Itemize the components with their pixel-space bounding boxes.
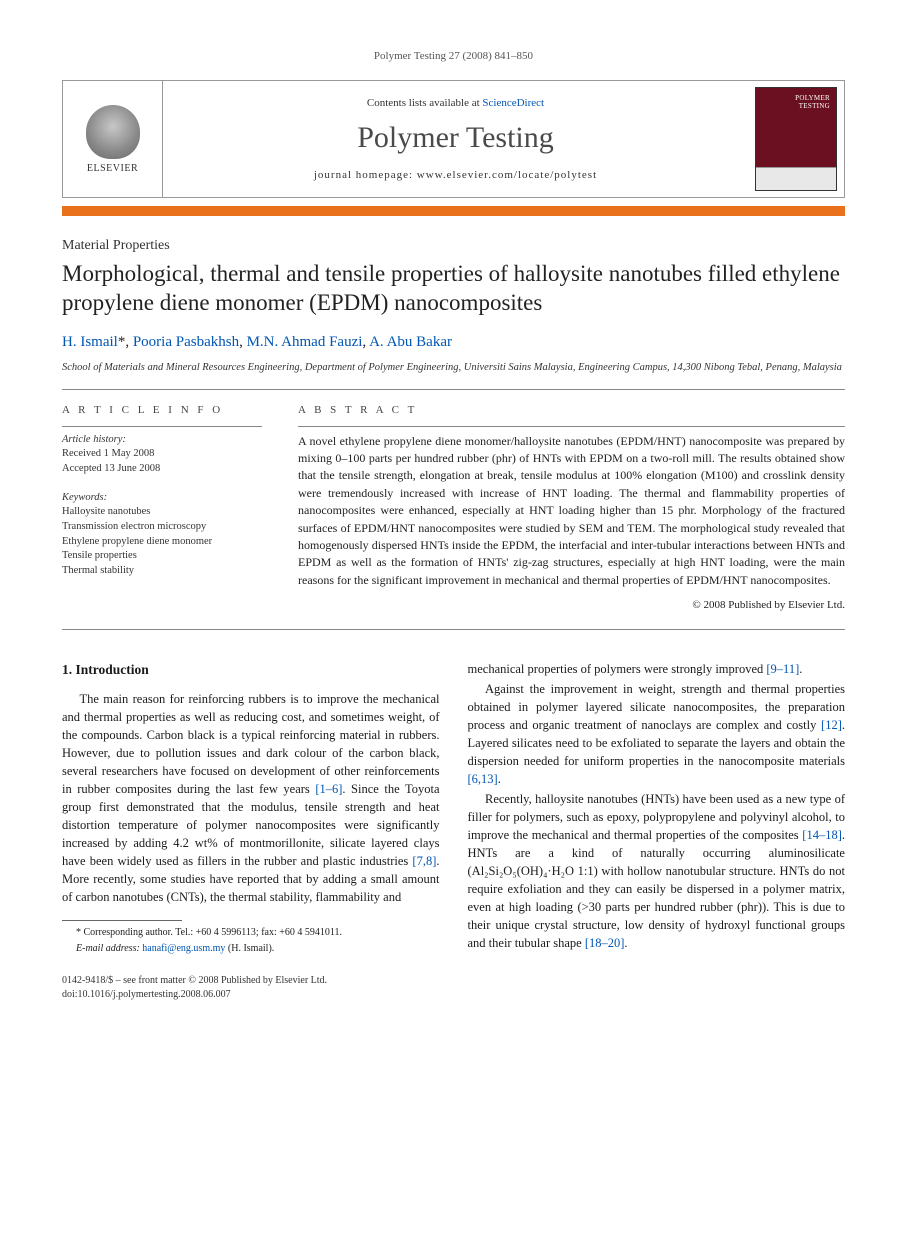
section-heading-intro: 1. Introduction (62, 660, 440, 679)
article-info-head: A R T I C L E I N F O (62, 404, 262, 416)
journal-name: Polymer Testing (357, 121, 554, 155)
keyword: Thermal stability (62, 564, 262, 579)
keywords-block: Keywords: Halloysite nanotubes Transmiss… (62, 491, 262, 579)
header-center: Contents lists available at ScienceDirec… (163, 81, 748, 197)
footnote-rule (62, 920, 182, 921)
journal-cover-thumb: POLYMERTESTING (755, 87, 837, 191)
keyword: Transmission electron microscopy (62, 520, 262, 535)
citation-link[interactable]: [6,13] (468, 772, 498, 786)
orange-divider-bar (62, 206, 845, 216)
body-paragraph: mechanical properties of polymers were s… (468, 660, 846, 678)
corr-footnote: * Corresponding author. Tel.: +60 4 5996… (62, 926, 440, 940)
divider (62, 629, 845, 630)
contents-prefix: Contents lists available at (367, 97, 482, 109)
citation-link[interactable]: [14–18] (802, 828, 842, 842)
body-paragraph: The main reason for reinforcing rubbers … (62, 690, 440, 906)
history-label: Article history: (62, 433, 262, 448)
abstract-text: A novel ethylene propylene diene monomer… (298, 427, 845, 590)
accepted-date: Accepted 13 June 2008 (62, 462, 262, 477)
body-paragraph: Recently, halloysite nanotubes (HNTs) ha… (468, 790, 846, 952)
page: Polymer Testing 27 (2008) 841–850 ELSEVI… (0, 0, 907, 1042)
keywords-label: Keywords: (62, 491, 262, 506)
article-history: Article history: Received 1 May 2008 Acc… (62, 427, 262, 477)
email-link[interactable]: hanafi@eng.usm.my (142, 943, 225, 954)
citation-link[interactable]: [7,8] (412, 854, 436, 868)
received-date: Received 1 May 2008 (62, 447, 262, 462)
citation-link[interactable]: [1–6] (315, 782, 342, 796)
article-title: Morphological, thermal and tensile prope… (62, 260, 845, 318)
keyword: Tensile properties (62, 549, 262, 564)
cover-cell: POLYMERTESTING (748, 81, 844, 197)
cover-title: POLYMERTESTING (756, 88, 836, 110)
corr-asterisk: * (118, 334, 126, 350)
citation-link[interactable]: [18–20] (585, 936, 625, 950)
author-link[interactable]: M.N. Ahmad Fauzi (247, 334, 363, 350)
abstract-copyright: © 2008 Published by Elsevier Ltd. (298, 599, 845, 611)
footnote-block: * Corresponding author. Tel.: +60 4 5996… (62, 920, 440, 956)
contents-line: Contents lists available at ScienceDirec… (367, 97, 544, 109)
body-columns: 1. Introduction The main reason for rein… (62, 660, 845, 956)
abstract-head: A B S T R A C T (298, 404, 845, 416)
author-link[interactable]: H. Ismail (62, 334, 118, 350)
citation-link[interactable]: [12] (821, 718, 842, 732)
article-info-block: A R T I C L E I N F O Article history: R… (62, 404, 262, 612)
keyword: Halloysite nanotubes (62, 505, 262, 520)
affiliation: School of Materials and Mineral Resource… (62, 361, 845, 375)
meta-row: A R T I C L E I N F O Article history: R… (62, 390, 845, 630)
front-matter-line: 0142-9418/$ – see front matter © 2008 Pu… (62, 974, 845, 988)
publisher-logo-cell: ELSEVIER (63, 81, 163, 197)
page-footer: 0142-9418/$ – see front matter © 2008 Pu… (62, 974, 845, 1002)
journal-header: ELSEVIER Contents lists available at Sci… (62, 80, 845, 198)
email-footnote: E-mail address: hanafi@eng.usm.my (H. Is… (62, 942, 440, 956)
sciencedirect-link[interactable]: ScienceDirect (482, 97, 544, 109)
author-link[interactable]: A. Abu Bakar (369, 334, 452, 350)
journal-homepage: journal homepage: www.elsevier.com/locat… (314, 169, 597, 181)
doi-line: doi:10.1016/j.polymertesting.2008.06.007 (62, 988, 845, 1002)
elsevier-tree-icon (86, 105, 140, 159)
abstract-block: A B S T R A C T A novel ethylene propyle… (298, 404, 845, 612)
author-link[interactable]: Pooria Pasbakhsh (133, 334, 239, 350)
body-paragraph: Against the improvement in weight, stren… (468, 680, 846, 788)
keyword: Ethylene propylene diene monomer (62, 535, 262, 550)
running-head: Polymer Testing 27 (2008) 841–850 (62, 50, 845, 62)
publisher-label: ELSEVIER (87, 163, 138, 174)
authors: H. Ismail*, Pooria Pasbakhsh, M.N. Ahmad… (62, 334, 845, 351)
section-tag: Material Properties (62, 238, 845, 254)
citation-link[interactable]: [9–11] (766, 662, 799, 676)
